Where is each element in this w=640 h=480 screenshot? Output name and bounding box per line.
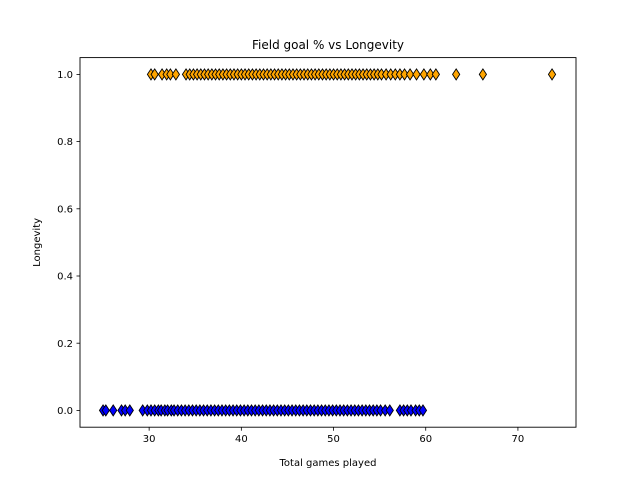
x-axis-ticks: 30 40 50 60 70: [143, 427, 525, 445]
y-tick-label: 0.6: [57, 204, 73, 215]
y-tick-label: 0.8: [57, 137, 73, 148]
data-point: [101, 404, 110, 417]
y-tick-label: 0.4: [57, 272, 73, 283]
x-tick-label: 60: [419, 434, 432, 445]
data-point: [171, 68, 181, 81]
data-point: [547, 68, 557, 81]
chart-title: Field goal % vs Longevity: [252, 38, 404, 52]
data-point: [412, 68, 421, 81]
data-points: [98, 68, 557, 417]
x-tick-label: 50: [327, 434, 340, 445]
data-point: [400, 68, 409, 81]
y-axis-ticks: 0.0 0.2 0.4 0.6 0.8 1.0: [57, 70, 80, 417]
data-point: [150, 68, 159, 81]
data-point: [452, 68, 461, 81]
data-point: [426, 68, 435, 81]
data-point: [109, 404, 118, 417]
data-point: [418, 404, 428, 417]
y-tick-label: 0.2: [57, 339, 73, 350]
data-point: [478, 68, 488, 81]
x-tick-label: 70: [512, 434, 525, 445]
data-point: [431, 68, 441, 81]
x-tick-label: 30: [143, 434, 156, 445]
data-point: [385, 404, 394, 417]
x-axis-label: Total games played: [279, 458, 377, 469]
x-tick-label: 40: [235, 434, 248, 445]
plot-frame: [79, 57, 577, 428]
data-point: [125, 404, 134, 417]
y-axis-label: Longevity: [32, 218, 43, 267]
data-point: [166, 68, 175, 81]
data-point: [405, 68, 415, 81]
y-tick-label: 1.0: [57, 70, 73, 81]
y-tick-label: 0.0: [57, 406, 73, 417]
data-point: [419, 68, 429, 81]
